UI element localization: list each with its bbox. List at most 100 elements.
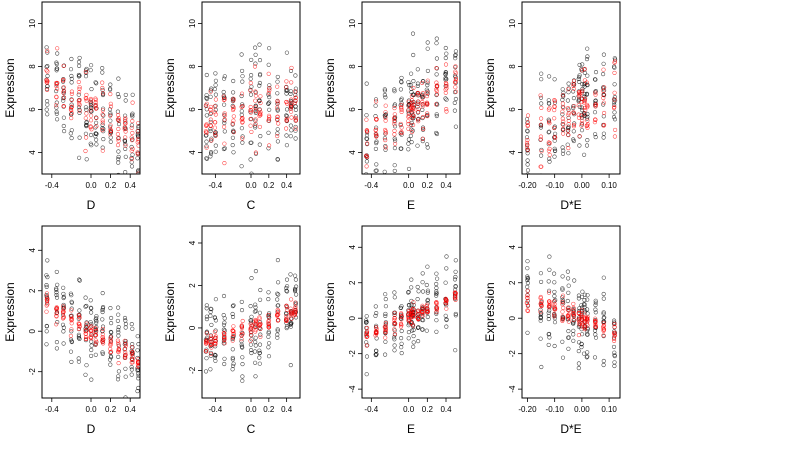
observed-point: [593, 77, 598, 82]
fitted-point: [525, 295, 530, 300]
observed-point: [204, 356, 209, 361]
fitted-point: [248, 117, 253, 122]
observed-point: [253, 340, 258, 345]
observed-point: [253, 45, 258, 50]
observed-point: [209, 322, 214, 327]
fitted-point: [392, 116, 397, 121]
x-tick-label: 0.4: [440, 405, 452, 414]
fitted-point: [212, 338, 217, 344]
fitted-point: [553, 307, 558, 312]
fitted-point: [222, 111, 227, 116]
fitted-point: [88, 328, 93, 333]
observed-point: [209, 202, 213, 206]
y-tick-label: 6: [28, 107, 37, 112]
observed-point: [130, 137, 135, 142]
observed-point: [252, 309, 257, 314]
observed-point: [45, 99, 50, 104]
fitted-point: [525, 113, 531, 118]
observed-point: [577, 308, 582, 314]
fitted-point: [230, 328, 235, 334]
fitted-point: [612, 330, 617, 335]
observed-point: [547, 288, 552, 293]
observed-point: [257, 80, 262, 86]
observed-point: [525, 172, 530, 174]
observed-point: [76, 59, 82, 65]
observed-point: [240, 102, 245, 107]
observed-point: [434, 131, 440, 137]
observed-point: [54, 66, 59, 71]
observed-point: [266, 290, 271, 295]
fitted-point: [257, 107, 262, 112]
observed-point: [257, 355, 262, 360]
fitted-point: [425, 102, 430, 107]
observed-point: [130, 342, 135, 347]
observed-point: [584, 57, 590, 62]
x-tick-label: 0.10: [601, 181, 617, 190]
fitted-point: [109, 349, 114, 354]
observed-point: [593, 307, 598, 312]
observed-point: [415, 325, 421, 330]
observed-point: [266, 334, 271, 339]
observed-point: [612, 363, 617, 369]
observed-point: [204, 329, 209, 334]
observed-point: [275, 332, 280, 337]
observed-point: [137, 186, 141, 190]
observed-point: [68, 291, 73, 296]
observed-point: [538, 318, 543, 323]
observed-point: [415, 297, 420, 302]
observed-point: [284, 143, 289, 148]
fitted-point: [94, 115, 99, 121]
observed-point: [69, 339, 74, 345]
fitted-point: [561, 131, 566, 136]
observed-point: [580, 108, 585, 113]
fitted-point: [88, 101, 93, 106]
observed-point: [547, 159, 552, 164]
fitted-point: [136, 136, 140, 141]
observed-point: [373, 97, 379, 102]
observed-point: [566, 346, 571, 351]
observed-point: [275, 309, 280, 314]
observed-point: [77, 308, 82, 313]
plot-frame: [521, 225, 621, 399]
fitted-point: [253, 121, 258, 126]
fitted-point: [239, 104, 244, 109]
observed-point: [525, 148, 530, 153]
observed-point: [213, 107, 218, 112]
fitted-point: [123, 143, 128, 148]
fitted-point: [538, 294, 543, 300]
observed-point: [61, 341, 66, 346]
fitted-point: [420, 309, 425, 314]
fitted-point: [108, 132, 113, 137]
fitted-point: [582, 311, 587, 316]
observed-point: [411, 334, 416, 339]
y-tick-label: 0: [188, 325, 197, 330]
observed-point: [76, 332, 81, 337]
observed-point: [209, 138, 214, 143]
fitted-point: [602, 122, 607, 127]
fitted-point: [453, 64, 458, 69]
fitted-point: [230, 107, 236, 113]
fitted-point: [213, 334, 218, 339]
fitted-point: [552, 116, 557, 121]
fitted-point: [257, 322, 262, 327]
observed-point: [399, 75, 404, 80]
x-tick-label: -0.4: [208, 405, 222, 414]
observed-point: [249, 348, 254, 353]
y-tick-label: 6: [188, 107, 197, 112]
observed-point: [258, 287, 263, 293]
fitted-point: [212, 120, 217, 125]
fitted-point: [420, 102, 425, 107]
fitted-point: [252, 64, 258, 69]
observed-point: [83, 68, 89, 73]
observed-point: [45, 73, 50, 79]
observed-point: [565, 298, 570, 304]
observed-point: [579, 128, 585, 133]
fitted-point: [93, 332, 98, 337]
observed-point: [443, 75, 448, 81]
fitted-point: [69, 308, 74, 313]
observed-point: [552, 316, 557, 321]
fitted-point: [416, 119, 421, 124]
fitted-point: [525, 308, 531, 314]
x-tick-label: -0.4: [364, 405, 378, 414]
y-tick-label: -4: [508, 385, 517, 393]
